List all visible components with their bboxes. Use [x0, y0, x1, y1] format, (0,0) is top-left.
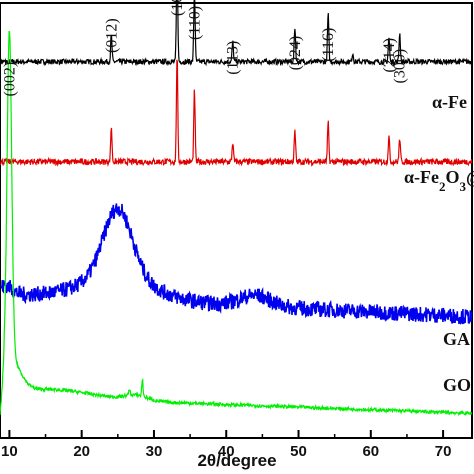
series-line-go	[0, 30, 473, 417]
x-tick-label: 60	[362, 443, 379, 460]
series-label-layer: α-Fe α-Fe2O3@ GA GO	[404, 92, 474, 395]
x-tick-label: 50	[290, 443, 307, 460]
x-tick-label: 40	[218, 443, 235, 460]
peak-label: (104)	[169, 0, 186, 16]
peak-label-layer: (012) (104)(110) (113) (024) (116) (214)(300)…	[1, 0, 408, 97]
peak-label: (300)	[392, 49, 409, 84]
peak-label: (116)	[320, 28, 337, 62]
x-axis: 10 20 30 40 50 60 70	[1, 430, 451, 460]
plot-frame	[0, 2, 473, 439]
x-tick-label: 30	[146, 443, 163, 460]
series-label: GA	[443, 329, 470, 349]
series-label: α-Fe2O3@	[404, 167, 474, 194]
peak-label: (012)	[103, 18, 120, 53]
peak-label: (024)	[287, 36, 304, 71]
x-tick-label: 10	[1, 443, 18, 460]
peak-label: (214)	[381, 38, 398, 73]
x-tick-label: 70	[435, 443, 452, 460]
series-label: GO	[443, 375, 471, 395]
series-line--fe2o3	[0, 59, 473, 167]
series-layer	[0, 0, 473, 417]
peak-label: (110)	[186, 6, 203, 40]
series-line-ga	[0, 203, 473, 325]
series-line--fe	[0, 0, 473, 67]
x-tick-label: 20	[73, 443, 90, 460]
x-axis-title: 2θ/degree	[197, 451, 276, 470]
peak-label: (113)	[225, 41, 242, 75]
peak-label: (002)	[1, 62, 18, 97]
series-label: α-Fe	[432, 92, 467, 112]
